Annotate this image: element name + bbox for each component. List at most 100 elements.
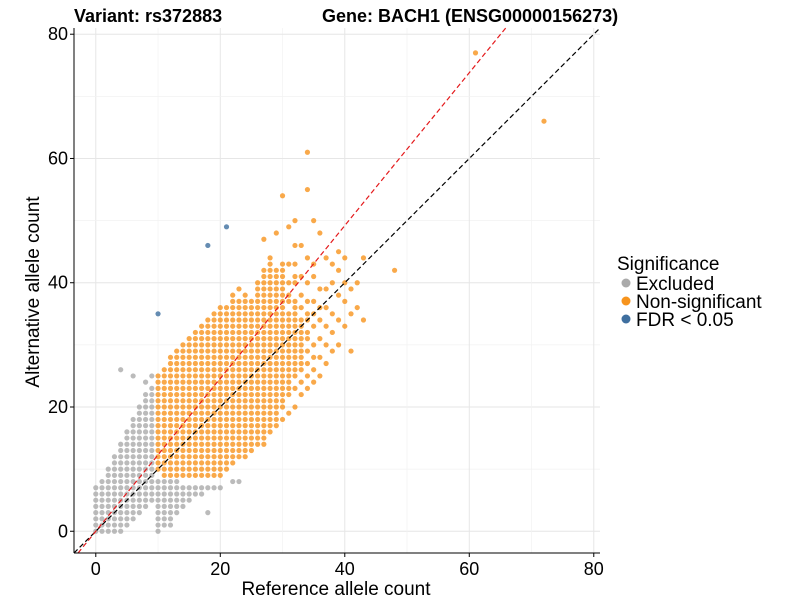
- point-non-significant: [323, 286, 329, 292]
- point-non-significant: [211, 391, 217, 398]
- point-excluded: [111, 472, 118, 478]
- point-excluded: [130, 441, 136, 447]
- point-excluded: [93, 485, 99, 491]
- point-non-significant: [261, 423, 267, 429]
- point-non-significant: [174, 354, 180, 360]
- point-non-significant: [161, 454, 167, 460]
- point-excluded: [155, 522, 161, 528]
- point-non-significant: [248, 391, 255, 398]
- point-non-significant: [329, 280, 335, 286]
- point-non-significant: [230, 429, 236, 435]
- point-non-significant: [223, 367, 230, 373]
- point-excluded: [174, 485, 180, 491]
- point-non-significant: [192, 460, 198, 466]
- point-non-significant: [255, 336, 261, 342]
- point-non-significant: [279, 336, 286, 342]
- point-non-significant: [217, 410, 223, 416]
- point-non-significant: [273, 404, 279, 410]
- point-non-significant: [304, 373, 311, 379]
- point-non-significant: [236, 404, 242, 410]
- point-non-significant: [261, 323, 267, 329]
- point-non-significant: [186, 354, 192, 360]
- point-non-significant: [261, 435, 267, 441]
- point-non-significant: [267, 404, 273, 410]
- point-non-significant: [174, 441, 180, 447]
- point-non-significant: [304, 329, 311, 336]
- point-non-significant: [217, 398, 223, 404]
- point-non-significant: [279, 385, 286, 391]
- point-non-significant: [174, 373, 180, 379]
- point-non-significant: [279, 391, 286, 398]
- point-non-significant: [230, 348, 236, 354]
- point-excluded: [192, 485, 198, 491]
- point-non-significant: [248, 398, 255, 404]
- point-excluded: [136, 454, 142, 460]
- point-non-significant: [230, 379, 236, 385]
- point-non-significant: [242, 435, 248, 441]
- point-non-significant: [273, 410, 279, 416]
- point-excluded: [118, 510, 124, 516]
- point-non-significant: [242, 373, 248, 379]
- point-non-significant: [248, 385, 255, 391]
- point-non-significant: [186, 385, 192, 391]
- point-excluded: [130, 416, 136, 423]
- point-non-significant: [292, 317, 298, 323]
- point-non-significant: [255, 373, 261, 379]
- point-non-significant: [255, 398, 261, 404]
- point-non-significant: [267, 261, 273, 267]
- point-non-significant: [155, 435, 161, 441]
- point-non-significant: [273, 379, 279, 385]
- point-non-significant: [155, 423, 161, 429]
- point-non-significant: [217, 336, 223, 342]
- point-fdr-0-05: [155, 311, 161, 317]
- point-excluded: [99, 491, 105, 497]
- point-non-significant: [192, 435, 198, 441]
- point-non-significant: [317, 317, 323, 323]
- point-non-significant: [180, 391, 186, 398]
- point-excluded: [99, 510, 105, 516]
- point-excluded: [136, 404, 142, 410]
- point-non-significant: [217, 354, 223, 360]
- point-non-significant: [242, 367, 248, 373]
- point-non-significant: [180, 447, 186, 454]
- point-non-significant: [186, 404, 192, 410]
- point-non-significant: [199, 416, 205, 423]
- point-non-significant: [286, 280, 292, 286]
- point-non-significant: [267, 280, 273, 286]
- point-non-significant: [273, 373, 279, 379]
- point-excluded: [142, 416, 149, 423]
- point-non-significant: [211, 373, 217, 379]
- point-excluded: [111, 491, 118, 497]
- title-variant: Variant: rs372883: [74, 6, 222, 26]
- point-non-significant: [335, 342, 342, 348]
- point-non-significant: [199, 348, 205, 354]
- point-non-significant: [242, 298, 248, 304]
- point-non-significant: [292, 348, 298, 354]
- point-non-significant: [217, 348, 223, 354]
- point-non-significant: [261, 385, 267, 391]
- point-non-significant: [199, 410, 205, 416]
- point-non-significant: [248, 416, 255, 423]
- point-non-significant: [205, 423, 211, 429]
- point-non-significant: [211, 367, 217, 373]
- point-non-significant: [174, 348, 180, 354]
- point-excluded: [111, 516, 118, 522]
- point-non-significant: [192, 398, 198, 404]
- point-excluded: [205, 510, 211, 516]
- point-non-significant: [242, 447, 248, 454]
- point-non-significant: [292, 218, 298, 224]
- point-excluded: [180, 485, 186, 491]
- x-tick-label: 80: [584, 559, 604, 579]
- point-excluded: [142, 447, 149, 454]
- point-excluded: [118, 466, 124, 472]
- point-non-significant: [342, 298, 348, 304]
- point-non-significant: [223, 336, 230, 342]
- point-excluded: [124, 460, 130, 466]
- point-non-significant: [286, 410, 292, 416]
- point-non-significant: [186, 373, 192, 379]
- point-non-significant: [242, 423, 248, 429]
- point-non-significant: [205, 329, 211, 336]
- point-non-significant: [217, 447, 223, 454]
- point-non-significant: [286, 354, 292, 360]
- point-excluded: [142, 497, 149, 503]
